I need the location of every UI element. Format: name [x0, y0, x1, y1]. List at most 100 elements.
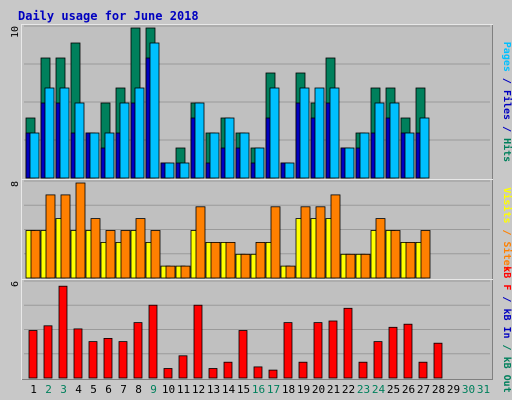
x-tick-label: 5 [90, 383, 97, 396]
x-tick-label: 8 [135, 383, 142, 396]
bar [253, 366, 263, 379]
bar [208, 368, 218, 379]
bar [74, 102, 85, 179]
bar [433, 342, 443, 379]
bar [329, 87, 340, 179]
bar [133, 322, 143, 379]
bar [285, 265, 296, 279]
bar [360, 253, 371, 279]
bar [148, 304, 158, 379]
bar [210, 241, 221, 279]
series-visits [25, 218, 426, 279]
x-tick-label: 21 [327, 383, 340, 396]
bar [165, 265, 176, 279]
bar [134, 87, 145, 179]
bar [28, 330, 38, 379]
bar [239, 132, 250, 179]
bar [255, 241, 266, 279]
bar [135, 218, 146, 279]
x-tick-label: 7 [120, 383, 127, 396]
bar [418, 361, 428, 379]
legend-entry: Visits [501, 187, 512, 223]
bar [73, 328, 83, 379]
y-max-label: 8 [10, 181, 21, 187]
bar [405, 241, 416, 279]
bar [330, 194, 341, 279]
legend-entry: Sites [501, 242, 512, 272]
x-tick-label: 18 [282, 383, 295, 396]
bar [120, 230, 131, 279]
bar [420, 230, 431, 279]
x-tick-label: 25 [387, 383, 400, 396]
x-tick-label: 3 [60, 383, 67, 396]
bar [58, 285, 68, 379]
x-tick-label: 6 [105, 383, 112, 396]
legend-entry: / [501, 223, 512, 241]
bar [88, 341, 98, 379]
bar [389, 102, 400, 179]
bar [164, 162, 175, 179]
bar [345, 253, 356, 279]
series-kb-f [28, 285, 443, 379]
bar [298, 361, 308, 379]
bar [270, 206, 281, 279]
panel-visits: 8 Visits / Sites [10, 179, 512, 280]
series-sites [30, 182, 431, 279]
x-tick-label: 11 [177, 383, 190, 396]
bar [358, 361, 368, 379]
bar [314, 87, 325, 179]
bar [209, 132, 220, 179]
y-max-label: 10 [10, 26, 21, 38]
bar [374, 102, 385, 179]
x-axis-labels: 1 2 3 4 5 6 7 8 9 10 11 12 13 14 15 16 17 18 19 20 21 22 23 24 2… [30, 383, 490, 396]
legend-entry: / [501, 72, 512, 90]
bar [300, 206, 311, 279]
side-legend-hits: Pages / Files / Hits [501, 42, 512, 162]
bar [284, 162, 295, 179]
bar [388, 326, 398, 379]
x-tick-label: 29 [447, 383, 460, 396]
bar [195, 206, 206, 279]
bar [60, 194, 71, 279]
bar [238, 330, 248, 379]
bar [390, 230, 401, 279]
x-tick-label: 4 [75, 383, 82, 396]
x-tick-label: 23 [357, 383, 370, 396]
x-tick-label: 26 [402, 383, 415, 396]
x-tick-label: 12 [192, 383, 205, 396]
bar [149, 42, 160, 179]
side-legend-kbytes: kB F / kB In / kB Out [501, 266, 512, 392]
bar [194, 102, 205, 179]
legend-entry: Hits [501, 138, 512, 162]
bar [45, 194, 56, 279]
bar [404, 132, 415, 179]
bar [375, 218, 386, 279]
x-tick-label: 28 [432, 383, 445, 396]
bar [44, 87, 55, 179]
bar [224, 117, 235, 179]
bar [43, 325, 53, 379]
legend-entry: kB In [501, 308, 512, 338]
series-pages [29, 42, 430, 179]
bar [29, 132, 40, 179]
x-tick-label: 1 [30, 383, 37, 396]
bar [268, 369, 278, 379]
side-legend-visits: Visits / Sites [501, 187, 512, 271]
bar [90, 218, 101, 279]
bar [299, 87, 310, 179]
x-tick-label: 30 [462, 383, 475, 396]
bar [103, 337, 113, 379]
bar [75, 182, 86, 279]
bar [119, 102, 130, 179]
bar [89, 132, 100, 179]
bar [313, 322, 323, 379]
bar [344, 147, 355, 179]
bar [163, 368, 173, 379]
legend-entry: / [501, 339, 512, 357]
legend-entry: / [501, 120, 512, 138]
x-tick-label: 19 [297, 383, 310, 396]
legend-entry: kB Out [501, 357, 512, 393]
chart-title: Daily usage for June 2018 [18, 9, 199, 23]
x-tick-label: 15 [237, 383, 250, 396]
